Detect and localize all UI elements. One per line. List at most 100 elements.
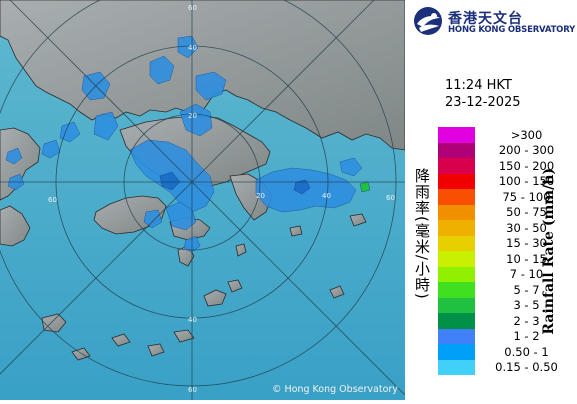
timestamp-time: 11:24 HKT xyxy=(445,78,512,93)
rain-echo-west-4 xyxy=(41,139,61,159)
legend-label: >300 xyxy=(510,127,543,142)
legend-row: 5 - 7 xyxy=(438,282,577,298)
island-5 xyxy=(111,333,131,347)
legend-swatch xyxy=(438,158,475,174)
range-label: 20 xyxy=(188,112,197,120)
legend-title-english: Rainfall Rate (mm/h) xyxy=(541,168,557,335)
rain-echo-north-3 xyxy=(195,71,227,101)
legend-label: 3 - 5 xyxy=(513,298,540,313)
rain-echo-southwest xyxy=(5,147,23,165)
rainfall-legend: >300 200 - 300 150 - 200 100 - 150 75 - 100 5… xyxy=(438,127,577,375)
range-label: 60 xyxy=(188,4,197,12)
radar-map[interactable]: 60 40 20 60 40 20 60 40 60 © Hong Kong O… xyxy=(0,0,406,400)
legend-swatch xyxy=(438,297,475,313)
rain-echo-core-1 xyxy=(159,171,181,191)
rain-echo-north xyxy=(149,55,175,85)
observatory-logo[interactable]: 香港天文台 HONG KONG OBSERVATORY xyxy=(413,6,576,36)
landmass-west-coast xyxy=(0,205,31,247)
range-spoke-se xyxy=(191,181,406,396)
legend-swatch xyxy=(438,251,475,267)
legend-label: 0.15 - 0.50 xyxy=(495,360,558,375)
range-label: 60 xyxy=(188,386,197,394)
legend-label: 0.50 - 1 xyxy=(504,344,549,359)
legend-label: 50 - 75 xyxy=(506,205,547,220)
legend-row: 7 - 10 xyxy=(438,266,577,282)
legend-swatch xyxy=(438,235,475,251)
island-6 xyxy=(147,343,165,357)
legend-swatch xyxy=(438,142,475,158)
copyright-text: © Hong Kong Observatory xyxy=(272,384,398,395)
legend-row: 100 - 150 xyxy=(438,173,577,189)
legend-row: 75 - 100 xyxy=(438,189,577,205)
island-10 xyxy=(349,213,367,227)
info-panel: 香港天文台 HONG KONG OBSERVATORY 11:24 HKT 23… xyxy=(405,0,577,400)
legend-swatch xyxy=(438,173,475,189)
legend-label: 75 - 100 xyxy=(502,189,551,204)
range-spoke-nw xyxy=(9,0,193,183)
legend-row: >300 xyxy=(438,127,577,143)
logo-chinese-name: 香港天文台 xyxy=(448,11,523,27)
rain-echo-moderate-layer xyxy=(159,171,371,195)
island-9 xyxy=(289,225,303,237)
range-label: 60 xyxy=(386,194,395,202)
legend-swatch xyxy=(438,266,475,282)
legend-row: 50 - 75 xyxy=(438,204,577,220)
legend-swatch xyxy=(438,344,475,360)
range-label: 40 xyxy=(188,44,197,52)
legend-row: 3 - 5 xyxy=(438,297,577,313)
legend-swatch xyxy=(438,189,475,205)
island-4 xyxy=(173,329,195,343)
rain-echo-core-3 xyxy=(359,181,371,193)
rain-echo-west-3 xyxy=(59,121,81,143)
legend-label: 30 - 50 xyxy=(506,220,547,235)
legend-row: 200 - 300 xyxy=(438,142,577,158)
legend-label: 2 - 3 xyxy=(513,313,540,328)
rain-echo-lantau xyxy=(165,201,197,231)
legend-swatch xyxy=(438,204,475,220)
range-labels: 60 40 20 60 40 20 60 40 60 xyxy=(48,4,395,394)
legend-row: 1 - 2 xyxy=(438,328,577,344)
rain-echo-center-2 xyxy=(179,103,213,137)
legend-row: 15 - 30 xyxy=(438,235,577,251)
landmass-po-toi xyxy=(235,243,247,257)
rain-echo-west-2 xyxy=(93,111,119,141)
legend-swatch xyxy=(438,220,475,236)
range-spoke-ne xyxy=(191,0,375,183)
legend-label: 200 - 300 xyxy=(498,143,555,158)
logo-english-name: HONG KONG OBSERVATORY xyxy=(448,25,576,35)
range-label: 20 xyxy=(256,192,265,200)
rain-echo-south xyxy=(143,209,163,229)
island-7 xyxy=(329,285,345,299)
legend-swatch xyxy=(438,359,475,375)
range-spoke-sw xyxy=(0,181,193,375)
legend-label: 15 - 30 xyxy=(506,236,547,251)
legend-label: 5 - 7 xyxy=(513,282,540,297)
rain-echo-core-2 xyxy=(293,179,311,195)
range-label: 60 xyxy=(48,196,57,204)
legend-title-chinese: 降雨率(毫米/小時) xyxy=(413,168,431,300)
range-label: 40 xyxy=(322,192,331,200)
timestamp-date: 23-12-2025 xyxy=(445,95,521,110)
rain-echo-east-2 xyxy=(339,157,363,177)
legend-swatch xyxy=(438,282,475,298)
legend-row: 0.50 - 1 xyxy=(438,344,577,360)
observatory-emblem-icon xyxy=(414,7,442,35)
legend-row: 0.15 - 0.50 xyxy=(438,359,577,375)
legend-row: 30 - 50 xyxy=(438,220,577,236)
legend-row: 150 - 200 xyxy=(438,158,577,174)
range-label: 40 xyxy=(188,316,197,324)
legend-label: 100 - 150 xyxy=(498,174,555,189)
rain-echo-north-2 xyxy=(177,35,199,59)
legend-label: 7 - 10 xyxy=(509,267,544,282)
legend-label: 1 - 2 xyxy=(513,329,540,344)
legend-label: 150 - 200 xyxy=(498,158,555,173)
legend-row: 2 - 3 xyxy=(438,313,577,329)
island-2 xyxy=(227,279,243,293)
legend-swatch xyxy=(438,313,475,329)
range-rings xyxy=(0,0,406,400)
legend-row: 10 - 15 xyxy=(438,251,577,267)
island-3 xyxy=(41,313,67,333)
island-1 xyxy=(203,289,227,307)
legend-swatch xyxy=(438,127,475,143)
legend-swatch xyxy=(438,328,475,344)
